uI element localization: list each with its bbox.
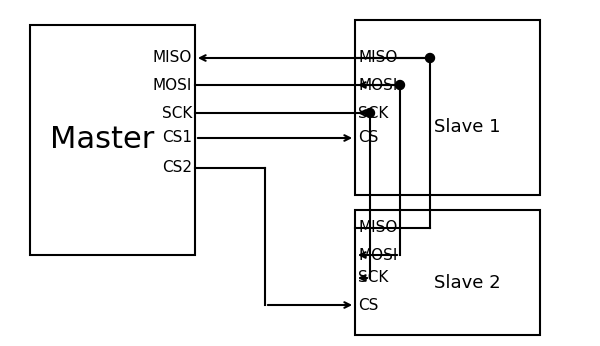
Text: MISO: MISO — [152, 51, 192, 65]
Text: SCK: SCK — [358, 106, 388, 120]
Circle shape — [365, 109, 374, 118]
Text: SCK: SCK — [358, 271, 388, 285]
Text: Master: Master — [50, 126, 155, 155]
Text: CS: CS — [358, 130, 379, 146]
Text: MISO: MISO — [358, 220, 397, 236]
Bar — [355, 20, 540, 195]
Text: CS2: CS2 — [162, 161, 192, 175]
Text: Slave 1: Slave 1 — [434, 118, 501, 137]
Text: CS1: CS1 — [162, 130, 192, 146]
Text: Slave 2: Slave 2 — [434, 273, 501, 291]
Text: MISO: MISO — [358, 51, 397, 65]
Text: MOSI: MOSI — [358, 78, 397, 92]
Text: SCK: SCK — [161, 106, 192, 120]
Text: CS: CS — [358, 298, 379, 312]
Bar — [30, 25, 195, 255]
Bar — [355, 210, 540, 335]
Circle shape — [425, 54, 434, 63]
Text: MOSI: MOSI — [152, 78, 192, 92]
Circle shape — [395, 81, 404, 90]
Text: MOSI: MOSI — [358, 247, 397, 263]
